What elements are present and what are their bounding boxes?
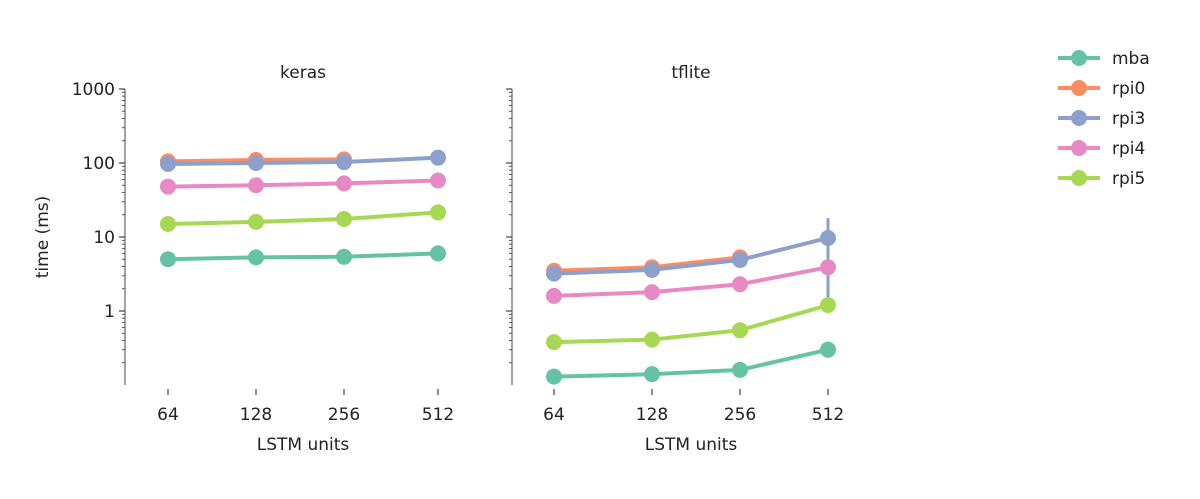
series-mba xyxy=(160,245,446,268)
x-tick-label: 64 xyxy=(543,405,565,425)
legend-marker-mba xyxy=(1071,50,1087,66)
legend-label-rpi0: rpi0 xyxy=(1112,79,1145,99)
data-point-rpi5 xyxy=(820,297,836,314)
series-line-rpi5 xyxy=(553,303,829,345)
data-point-rpi4 xyxy=(820,259,836,276)
series-line-rpi3 xyxy=(167,155,439,166)
x-tick-label: 256 xyxy=(328,405,360,425)
legend: mba rpi0 rpi3 rpi4 rpi5 xyxy=(1058,49,1150,189)
data-point-rpi5 xyxy=(430,204,446,221)
x-tick-label: 128 xyxy=(636,405,668,425)
panel-tflite: tflite 64 128 256 512 LSTM units xyxy=(506,63,844,455)
series-rpi5 xyxy=(160,204,446,232)
y-tick-label: 1000 xyxy=(72,80,115,100)
data-point-rpi4 xyxy=(644,284,660,301)
data-point-rpi5 xyxy=(546,334,562,351)
x-axis-label: LSTM units xyxy=(257,435,350,455)
data-point-rpi3 xyxy=(820,229,836,246)
series-line-rpi4 xyxy=(167,178,439,189)
data-point-mba xyxy=(546,368,562,385)
data-point-rpi3 xyxy=(160,155,176,172)
data-point-rpi3 xyxy=(732,251,748,268)
series-rpi3 xyxy=(546,229,836,282)
x-tick-label: 64 xyxy=(157,405,179,425)
series-mba xyxy=(546,341,836,385)
data-point-rpi4 xyxy=(248,177,264,194)
data-point-rpi3 xyxy=(546,265,562,282)
series-rpi5 xyxy=(546,297,836,351)
series-rpi4 xyxy=(160,172,446,195)
data-point-mba xyxy=(732,361,748,378)
data-point-rpi4 xyxy=(160,178,176,195)
series-line-rpi3 xyxy=(553,236,829,276)
data-point-mba xyxy=(336,248,352,265)
legend-marker-rpi5 xyxy=(1071,170,1087,186)
series-rpi4 xyxy=(546,259,836,304)
x-axis-label: LSTM units xyxy=(645,435,738,455)
data-point-mba xyxy=(430,245,446,262)
data-point-mba xyxy=(644,366,660,383)
data-point-rpi5 xyxy=(248,213,264,230)
legend-marker-rpi4 xyxy=(1071,140,1087,156)
y-tick-label: 1 xyxy=(104,302,115,322)
series-line-rpi4 xyxy=(553,265,829,298)
panel-keras: keras 1 10 100 1000 time (ms) 64 128 256 512 LSTM … xyxy=(33,63,454,455)
y-tick-label: 10 xyxy=(93,228,115,248)
data-point-rpi4 xyxy=(546,287,562,304)
legend-label-rpi5: rpi5 xyxy=(1112,169,1145,189)
panel-title: tflite xyxy=(671,63,710,83)
data-point-mba xyxy=(820,341,836,358)
data-point-rpi3 xyxy=(644,261,660,278)
data-point-rpi5 xyxy=(160,215,176,232)
x-tick-label: 256 xyxy=(724,405,756,425)
data-point-mba xyxy=(160,251,176,268)
data-point-rpi3 xyxy=(430,149,446,166)
x-tick-label: 128 xyxy=(240,405,272,425)
legend-label-rpi3: rpi3 xyxy=(1112,109,1145,129)
legend-marker-rpi3 xyxy=(1071,110,1087,126)
data-point-rpi5 xyxy=(336,211,352,228)
data-point-rpi3 xyxy=(248,155,264,171)
data-point-rpi4 xyxy=(430,172,446,189)
data-point-rpi4 xyxy=(732,276,748,293)
legend-marker-rpi0 xyxy=(1071,80,1087,96)
panel-title: keras xyxy=(280,63,326,83)
data-point-rpi5 xyxy=(732,322,748,339)
data-point-mba xyxy=(248,249,264,266)
y-tick-label: 100 xyxy=(83,154,115,174)
data-point-rpi3 xyxy=(336,154,352,171)
data-point-rpi5 xyxy=(644,331,660,348)
y-axis-label: time (ms) xyxy=(33,196,53,279)
series-line-rpi5 xyxy=(167,210,439,226)
data-point-rpi4 xyxy=(336,175,352,192)
legend-label-rpi4: rpi4 xyxy=(1112,139,1145,159)
series-line-mba xyxy=(167,251,439,262)
series-line-mba xyxy=(553,347,829,379)
x-tick-label: 512 xyxy=(422,405,454,425)
x-tick-label: 512 xyxy=(812,405,844,425)
series-rpi3 xyxy=(160,149,446,172)
legend-label-mba: mba xyxy=(1112,49,1150,69)
